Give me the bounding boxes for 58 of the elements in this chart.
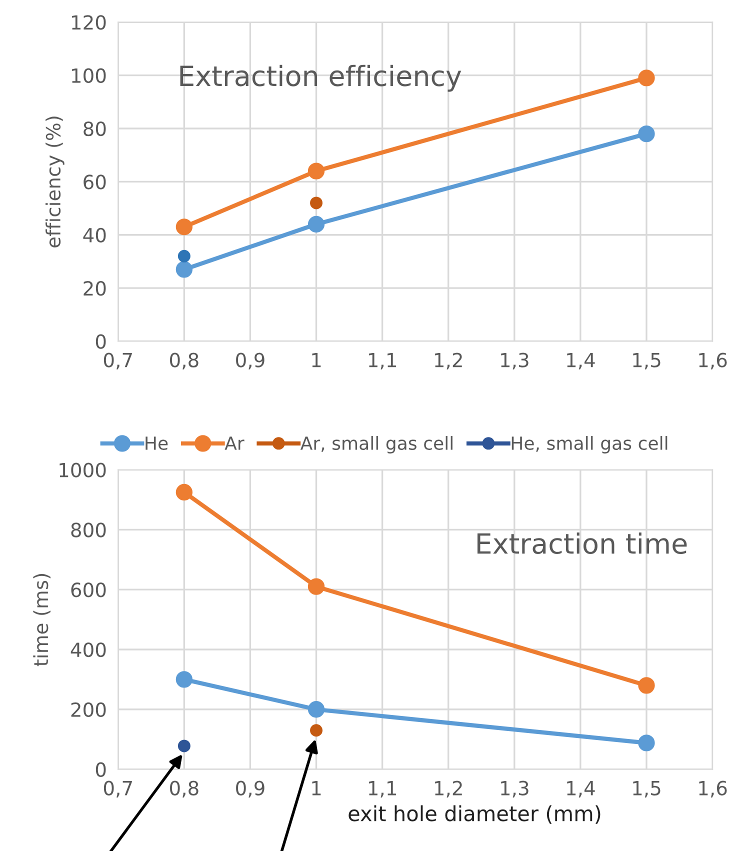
point bbox=[308, 162, 325, 180]
y-tick-label: 0 bbox=[96, 762, 106, 777]
x-tick-label: 0,9 bbox=[236, 780, 264, 798]
point bbox=[308, 216, 325, 233]
point bbox=[638, 734, 655, 752]
x-tick-label: 1,3 bbox=[501, 352, 528, 370]
point bbox=[176, 218, 193, 236]
x-tick-label: 0,9 bbox=[236, 352, 264, 370]
y-tick-label: 120 bbox=[72, 15, 106, 30]
y-axis-title: time (ms) bbox=[33, 574, 51, 666]
text: Extraction time bbox=[478, 532, 687, 554]
y-tick-label: 80 bbox=[84, 121, 106, 136]
x-axis-title: exit hole diameter (mm) bbox=[348, 805, 600, 824]
y-axis-title: efficiency (%) bbox=[46, 116, 64, 248]
point bbox=[178, 250, 190, 262]
x-tick-label: 1,4 bbox=[567, 352, 595, 370]
x-tick-label: 1,5 bbox=[633, 781, 660, 798]
point bbox=[310, 196, 323, 210]
x-tick-label: 1 bbox=[312, 781, 321, 796]
point bbox=[176, 261, 193, 278]
point bbox=[176, 484, 193, 501]
point bbox=[178, 740, 190, 752]
y-tick-label: 40 bbox=[83, 228, 106, 243]
legend-label: Ar bbox=[224, 436, 244, 450]
x-tick-label: 1,6 bbox=[699, 780, 727, 798]
point bbox=[308, 578, 325, 595]
x-tick-label: 0,8 bbox=[170, 352, 198, 370]
legend-label: Ar, small gas cell bbox=[300, 436, 452, 454]
point bbox=[638, 125, 655, 142]
y-tick-label: 20 bbox=[84, 281, 106, 296]
x-tick-label: 0,7 bbox=[104, 352, 132, 370]
x-tick-label: 0,7 bbox=[104, 780, 132, 798]
legend-label: He bbox=[146, 436, 168, 450]
x-tick-label: 1,6 bbox=[699, 352, 727, 370]
x-tick-label: 0,8 bbox=[170, 780, 198, 798]
text: Extraction efficiency bbox=[180, 64, 462, 92]
y-tick-label: 400 bbox=[70, 642, 106, 658]
y-tick-label: 200 bbox=[71, 702, 106, 718]
x-tick-label: 1,1 bbox=[368, 781, 396, 798]
x-tick-label: 1,2 bbox=[435, 352, 462, 370]
x-tick-label: 1,5 bbox=[633, 352, 660, 370]
y-tick-label: 100 bbox=[72, 68, 106, 83]
legend-label: He, small gas cell bbox=[512, 436, 668, 454]
y-tick-label: 600 bbox=[71, 582, 106, 598]
y-tick-label: 60 bbox=[84, 174, 106, 190]
point bbox=[638, 70, 655, 86]
point bbox=[310, 724, 323, 737]
x-tick-label: 1,1 bbox=[368, 352, 396, 370]
point bbox=[176, 671, 193, 688]
x-tick-label: 1,4 bbox=[567, 781, 595, 798]
y-tick-label: 1000 bbox=[60, 462, 106, 478]
x-tick-label: 1 bbox=[312, 352, 321, 368]
point bbox=[638, 677, 655, 694]
x-tick-label: 1,2 bbox=[435, 780, 462, 798]
point bbox=[308, 701, 325, 718]
x-tick-label: 1,3 bbox=[501, 780, 528, 798]
y-tick-label: 0 bbox=[96, 334, 106, 349]
y-tick-label: 800 bbox=[71, 522, 106, 538]
